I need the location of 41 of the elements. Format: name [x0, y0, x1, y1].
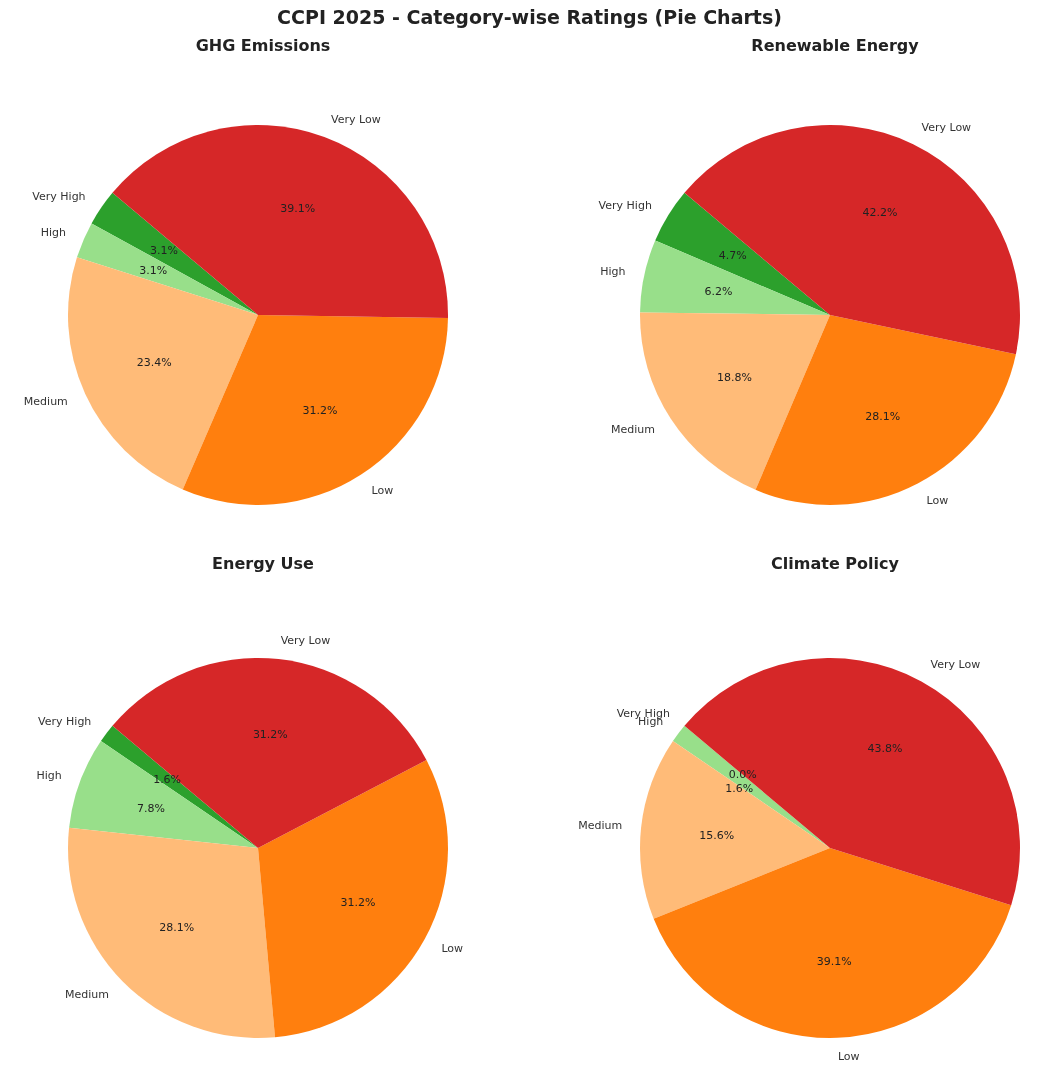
slice-label: Very Low: [930, 658, 981, 672]
slice-label: Medium: [578, 818, 623, 832]
slice-label: Low: [837, 1050, 860, 1064]
slice-label: Medium: [610, 422, 655, 436]
data-label: 43.8%: [867, 741, 903, 755]
slice-label: Very Low: [331, 112, 381, 126]
chart-title: Climate Policy: [771, 553, 900, 573]
chart-title: Energy Use: [212, 553, 315, 573]
slice-label: High: [36, 769, 62, 783]
slice-label: Medium: [23, 395, 68, 409]
data-label: 31.2%: [302, 404, 338, 418]
chart-title: GHG Emissions: [195, 35, 331, 55]
slice-label: Very High: [598, 199, 652, 213]
chart-title: Renewable Energy: [751, 35, 920, 55]
slice-label: Very Low: [921, 120, 972, 134]
text: CCPI 2025 - Category-wise Ratings (Pie Charts): [276, 6, 783, 28]
data-label: 3.1%: [149, 244, 178, 258]
data-label: 39.1%: [280, 201, 316, 215]
data-label: 7.8%: [137, 802, 165, 816]
data-label: 4.7%: [718, 248, 747, 262]
data-label: 23.4%: [136, 355, 172, 369]
data-label: 31.2%: [252, 728, 288, 742]
slice-label: Low: [371, 484, 394, 498]
data-label: 31.2%: [340, 896, 376, 910]
data-label: 1.6%: [725, 782, 754, 796]
slice-label: Medium: [64, 988, 109, 1001]
data-label: 18.8%: [717, 370, 752, 384]
data-label: 28.1%: [159, 921, 195, 935]
slice-label: Very Low: [280, 633, 331, 647]
slice-label: Very High: [38, 715, 92, 729]
data-label: 3.1%: [139, 263, 168, 277]
slice-label: Very High: [32, 190, 86, 204]
data-label: 39.1%: [816, 955, 852, 969]
data-label: 6.2%: [704, 284, 733, 298]
data-label: 28.1%: [865, 409, 901, 423]
slice-label: High: [600, 265, 626, 279]
data-label: 42.2%: [862, 206, 898, 219]
slice-label: Low: [926, 493, 949, 507]
slice-label: High: [40, 226, 66, 240]
slice-label: Low: [441, 941, 464, 955]
data-label: 15.6%: [699, 829, 735, 843]
